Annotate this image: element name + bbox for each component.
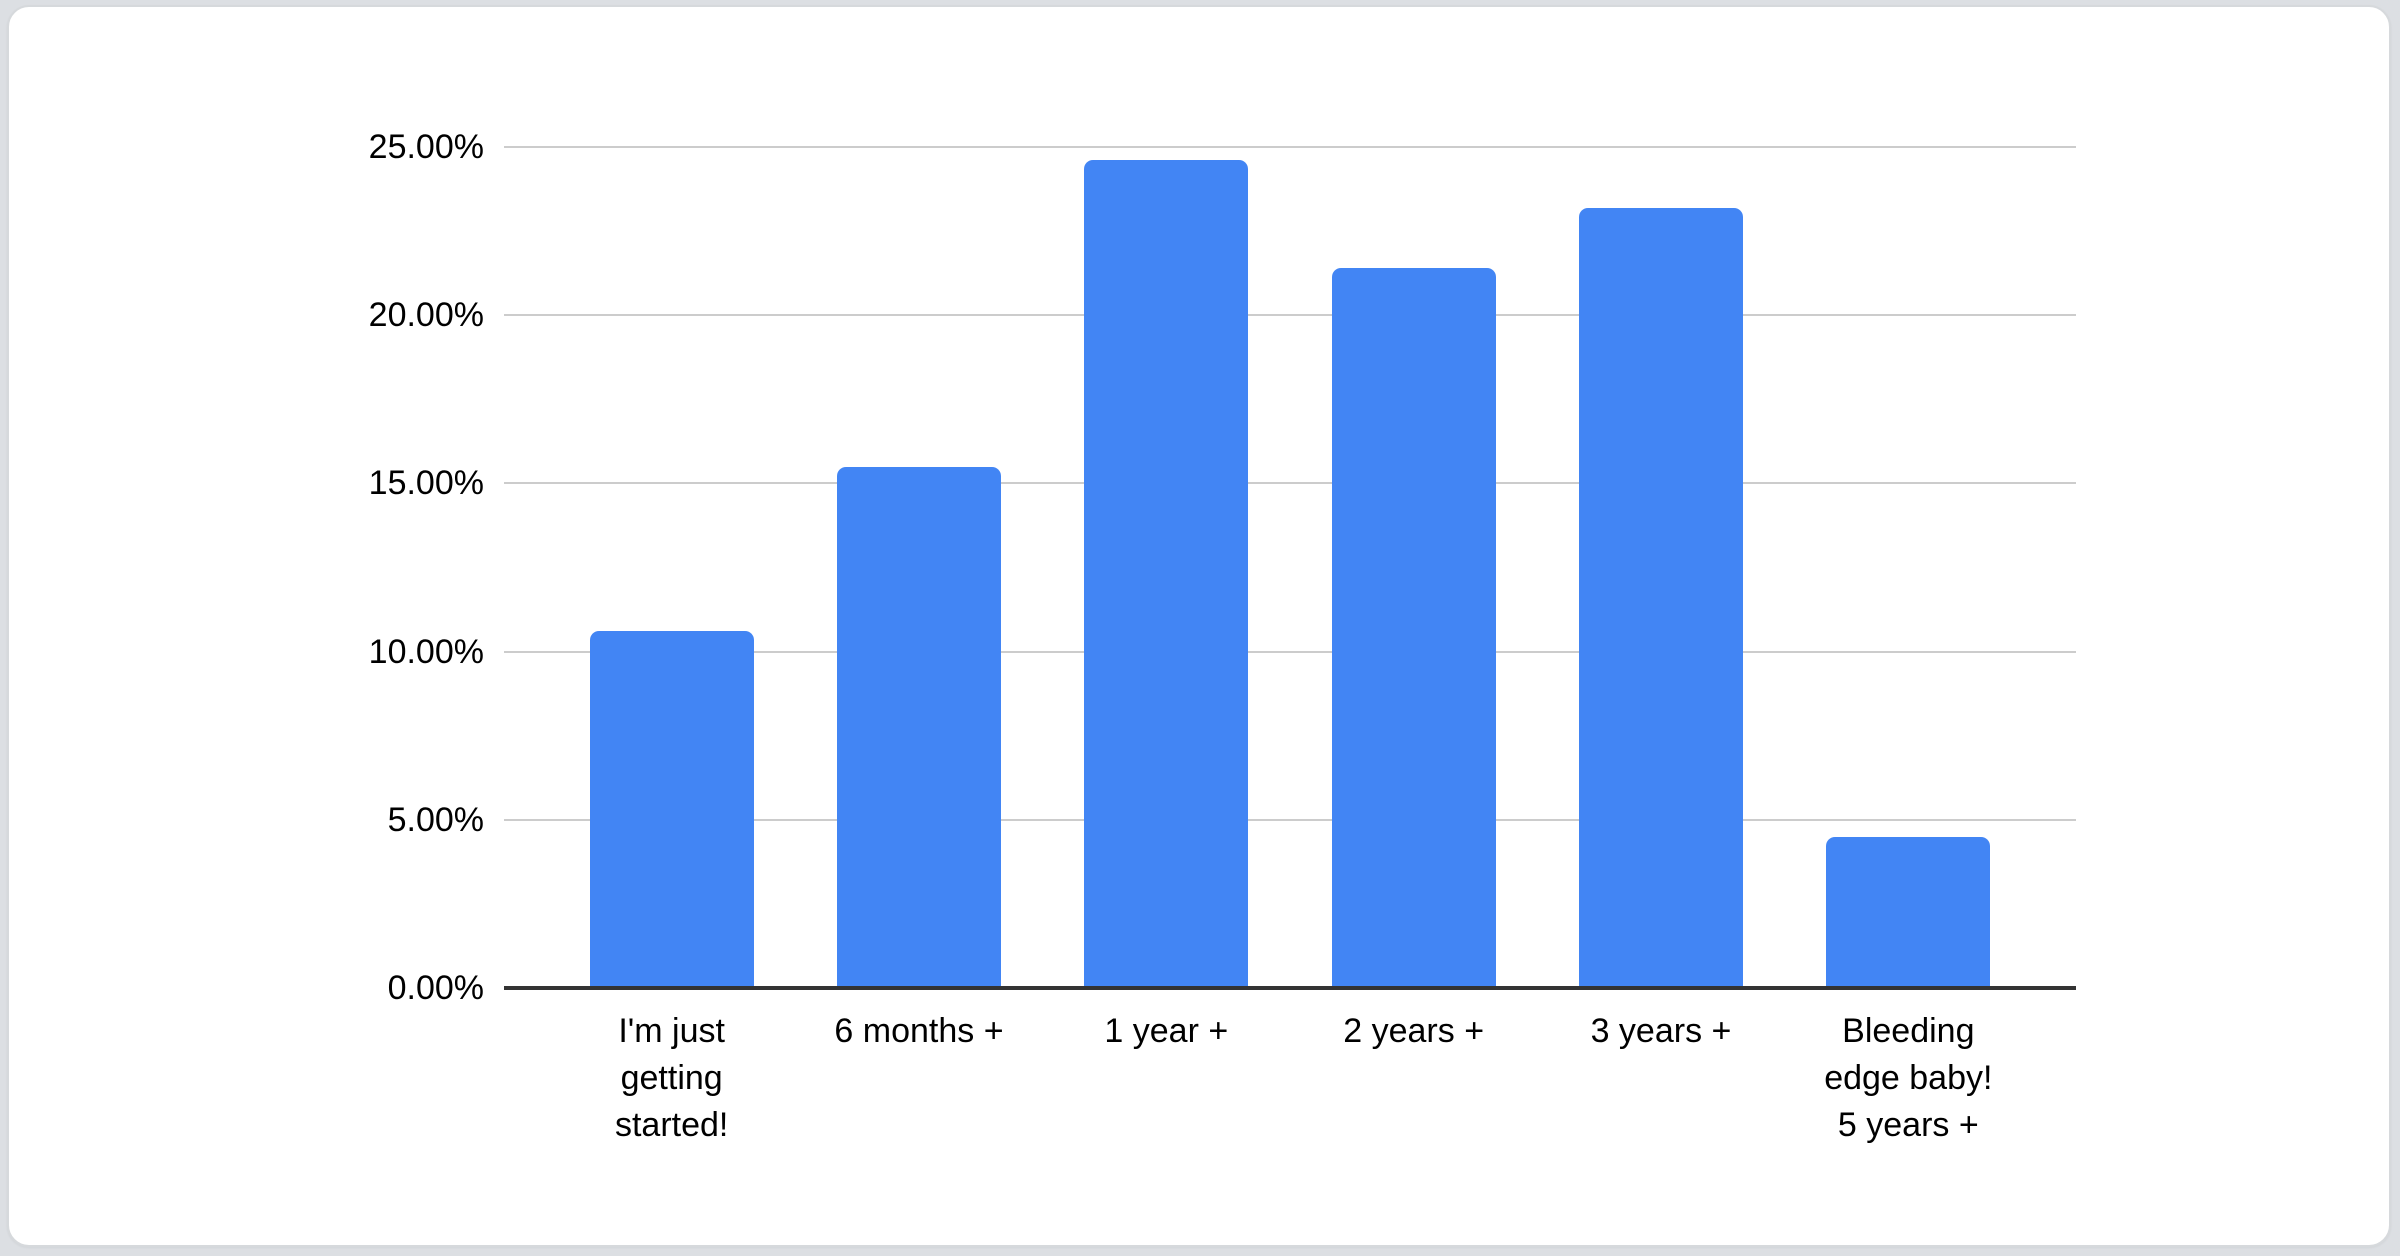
x-axis-category-label-line: 1 year + bbox=[1104, 1012, 1229, 1050]
x-axis-category-label-line: 6 months + bbox=[834, 1012, 1004, 1050]
bar-2[interactable] bbox=[837, 466, 1001, 988]
bar-1[interactable] bbox=[589, 631, 754, 988]
bar-5[interactable] bbox=[1579, 207, 1743, 988]
x-axis-category-label-line: edge baby! bbox=[1824, 1059, 1993, 1097]
gridline bbox=[504, 482, 2076, 485]
y-axis-tick-label: 0.00% bbox=[387, 969, 484, 1007]
x-axis-line bbox=[504, 986, 2076, 990]
x-axis-category-label-line: 2 years + bbox=[1343, 1012, 1485, 1050]
gridline bbox=[504, 146, 2076, 148]
gridline bbox=[504, 314, 2076, 317]
y-axis-tick-label: 5.00% bbox=[387, 800, 484, 839]
x-axis-category-label-line: getting bbox=[620, 1059, 723, 1097]
chart-card: 0.00% 5.00% 10.00% 15.00% 20.00% 25.00% I'm ju… bbox=[7, 5, 2391, 1247]
y-axis-tick-label: 15.00% bbox=[368, 464, 484, 503]
gridline bbox=[504, 818, 2076, 821]
bar-3[interactable] bbox=[1084, 160, 1249, 988]
y-axis-tick-label: 20.00% bbox=[368, 296, 484, 335]
x-axis-category-label-line: 5 years + bbox=[1837, 1106, 1979, 1144]
x-axis-category-label-line: started! bbox=[614, 1106, 729, 1144]
x-axis-category-label: 1 year + bbox=[1043, 1008, 1290, 1055]
y-axis-tick-label: 10.00% bbox=[368, 632, 484, 671]
x-axis-category-label: 3 years + bbox=[1537, 1008, 1784, 1055]
x-axis-category-label: Bleeding edge baby! 5 years + bbox=[1785, 1008, 2032, 1149]
bar-chart: 0.00% 5.00% 10.00% 15.00% 20.00% 25.00% I'm ju… bbox=[9, 7, 2389, 1245]
bar-4[interactable] bbox=[1331, 268, 1496, 988]
x-axis-category-label: I'm just getting started! bbox=[548, 1008, 795, 1149]
gridline bbox=[504, 650, 2076, 653]
x-axis-category-label: 6 months + bbox=[795, 1008, 1042, 1055]
x-axis-category-label-line: I'm just bbox=[618, 1012, 725, 1050]
bar-6[interactable] bbox=[1826, 836, 1991, 988]
x-axis-category-label-line: Bleeding bbox=[1842, 1012, 1975, 1050]
x-axis-category-label-line: 3 years + bbox=[1590, 1012, 1732, 1050]
y-axis-tick-label: 25.00% bbox=[368, 128, 484, 166]
x-axis-category-label: 2 years + bbox=[1290, 1008, 1537, 1055]
